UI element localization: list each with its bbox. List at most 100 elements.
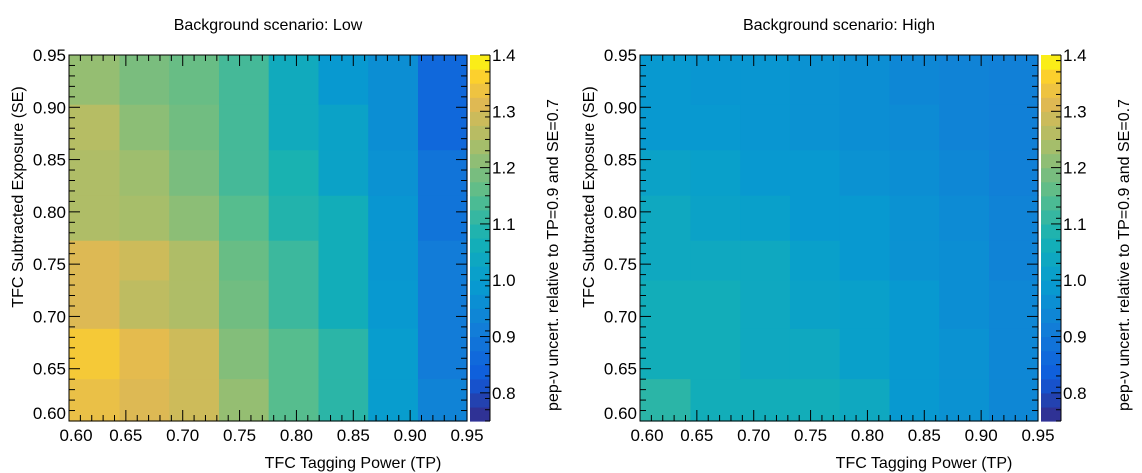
colorbar-band (1041, 209, 1061, 225)
colorbar-band (470, 238, 490, 253)
heatmap-cell (988, 195, 1039, 241)
heatmap-cell (417, 104, 468, 151)
heatmap-cell (789, 328, 841, 380)
x-axis-ticks: 0.60 0.65 0.70 0.75 0.80 0.85 0.90 0.95 (59, 55, 484, 445)
colorbar-band (470, 223, 490, 239)
y-axis-ticks: 0.60 0.65 0.70 0.75 0.80 0.85 0.90 0.95 (604, 46, 1038, 423)
heatmap-cell (69, 279, 121, 329)
heatmap-cell (889, 195, 940, 241)
colorbar-band (470, 406, 490, 422)
heatmap-cell (889, 104, 940, 151)
heatmap-cell (268, 328, 320, 380)
y-tick-label: 0.60 (604, 404, 637, 423)
heatmap-cell (69, 328, 121, 380)
heatmap-cell (119, 378, 170, 422)
heatmap-cell (789, 378, 841, 422)
heatmap-cell (119, 104, 170, 151)
colorbar-tick-label: 1.1 (1063, 215, 1087, 234)
colorbar-tick-label: 1.2 (1063, 159, 1087, 178)
x-tick-label: 0.75 (223, 426, 256, 445)
heatmap-cell (368, 240, 419, 281)
heatmap-cell (988, 55, 1039, 105)
heatmap-cell (69, 149, 121, 196)
x-tick-label: 0.95 (450, 426, 483, 445)
y-axis-ticks: 0.60 0.65 0.70 0.75 0.80 0.85 0.90 0.95 (33, 46, 467, 423)
colorbar-tick-label: 1.0 (492, 271, 516, 290)
heatmap-cell (318, 378, 369, 422)
heatmap-cell (988, 279, 1039, 329)
x-tick-label: 0.70 (737, 426, 770, 445)
y-axis-label: TFC Subtracted Exposure (SE) (581, 86, 598, 307)
colorbar-band (470, 125, 490, 141)
colorbar-band (1041, 195, 1061, 211)
heatmap-cell (368, 55, 419, 105)
colorbar-band (470, 350, 490, 366)
y-tick-label: 0.65 (33, 360, 66, 379)
colorbar-band (470, 336, 490, 352)
colorbar-band (1041, 238, 1061, 253)
heatmap-cells (69, 55, 468, 422)
colorbar-band (470, 83, 490, 98)
x-tick-label: 0.60 (59, 426, 92, 445)
heatmap-cell (889, 378, 940, 422)
heatmap-cell (839, 279, 891, 329)
x-tick-label: 0.90 (394, 426, 427, 445)
x-tick-label: 0.80 (280, 426, 313, 445)
colorbar-tick-label: 0.8 (1063, 384, 1087, 403)
plot-frame (68, 54, 468, 422)
heatmap-cell (169, 279, 220, 329)
heatmap-cell (640, 279, 692, 329)
heatmap-cell (690, 149, 741, 196)
heatmap-cell (268, 378, 320, 422)
colorbar-band (1041, 252, 1061, 267)
colorbar-band (1041, 336, 1061, 352)
colorbar-band (1041, 167, 1061, 183)
colorbar-tick-label: 1.3 (492, 102, 516, 121)
heatmap-cell (939, 149, 990, 196)
heatmap-cell (740, 104, 791, 151)
colorbar-tick-label: 1.0 (1063, 271, 1087, 290)
heatmap-cell (417, 149, 468, 196)
heatmap-cell (368, 104, 419, 151)
colorbar-band (1041, 364, 1061, 380)
colorbar-band (1041, 223, 1061, 239)
heatmap-cell (789, 149, 841, 196)
heatmap-cell (889, 55, 940, 105)
colorbar-band (470, 252, 490, 267)
heatmap-cell (988, 240, 1039, 281)
colorbar-band (1041, 97, 1061, 112)
heatmap-cell (740, 279, 791, 329)
x-tick-label: 0.85 (908, 426, 941, 445)
heatmap-cell (169, 149, 220, 196)
colorbar-band (470, 139, 490, 155)
heatmap-cell (690, 195, 741, 241)
heatmap-cell (690, 279, 741, 329)
colorbar-band (470, 209, 490, 225)
heatmap-cell (839, 104, 891, 151)
heatmap-cell (268, 279, 320, 329)
heatmap-cell (640, 149, 692, 196)
colorbar-band (1041, 181, 1061, 197)
heatmap-cell (939, 240, 990, 281)
colorbar-band (470, 181, 490, 197)
heatmap-cell (889, 240, 940, 281)
heatmap-cell (318, 328, 369, 380)
chart-title: Background scenario: Low (174, 17, 363, 34)
colorbar-band (470, 195, 490, 211)
heatmap-cell (318, 149, 369, 196)
heatmap-cell (119, 149, 170, 196)
colorbar-band (470, 111, 490, 126)
heatmap-cell (119, 195, 170, 241)
heatmap-cell (939, 195, 990, 241)
y-tick-label: 0.80 (33, 203, 66, 222)
heatmap-cell (119, 240, 170, 281)
colorbar-band (470, 69, 490, 84)
heatmap-cell (839, 55, 891, 105)
heatmap-cell (268, 240, 320, 281)
colorbar-band (470, 294, 490, 309)
heatmap-cell (839, 378, 891, 422)
y-tick-label: 0.85 (604, 151, 637, 170)
heatmap-cell (119, 328, 170, 380)
x-tick-label: 0.65 (680, 426, 713, 445)
colorbar-band (1041, 350, 1061, 366)
